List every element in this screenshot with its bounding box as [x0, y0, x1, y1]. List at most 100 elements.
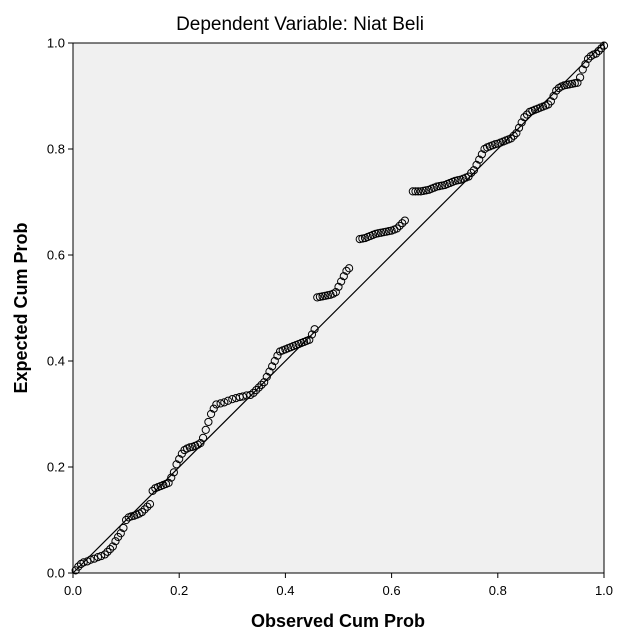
- data-point: [342, 266, 351, 275]
- data-point: [400, 216, 409, 225]
- data-point: [517, 118, 526, 127]
- y-tick-label: 0.2: [47, 460, 65, 475]
- data-point: [249, 388, 258, 397]
- data-point: [591, 49, 601, 58]
- data-point: [392, 224, 402, 233]
- data-point: [252, 386, 261, 395]
- data-point: [111, 537, 120, 546]
- data-point: [576, 73, 585, 82]
- x-tick-label: 0.4: [276, 583, 294, 598]
- data-point: [334, 282, 343, 291]
- data-point: [549, 91, 558, 101]
- data-point: [209, 404, 218, 413]
- data-point: [395, 221, 404, 230]
- data-point: [257, 380, 266, 389]
- data-point: [270, 356, 279, 366]
- data-point: [216, 399, 225, 408]
- data-point: [345, 264, 354, 273]
- data-point: [581, 60, 590, 69]
- data-point: [220, 398, 229, 407]
- data-point: [273, 351, 282, 360]
- x-tick-label: 0.2: [170, 583, 188, 598]
- data-point: [254, 383, 263, 392]
- data-point: [408, 187, 417, 196]
- x-axis-ticks: 0.0 0.2 0.4 0.6 0.8 1.0: [64, 573, 613, 598]
- data-point: [119, 523, 128, 533]
- data-point: [201, 425, 210, 434]
- data-point: [265, 367, 274, 376]
- data-point: [175, 454, 184, 464]
- data-point: [469, 166, 479, 175]
- data-point: [108, 542, 117, 551]
- data-point: [145, 500, 155, 509]
- data-point: [509, 131, 518, 140]
- x-tick-label: 0.0: [64, 583, 82, 598]
- data-point: [169, 468, 178, 477]
- data-points: [71, 41, 609, 575]
- data-point: [512, 129, 521, 138]
- data-point: [475, 155, 484, 164]
- data-point: [337, 277, 346, 286]
- data-point: [546, 97, 556, 106]
- data-point: [97, 551, 106, 561]
- x-tick-label: 1.0: [595, 583, 613, 598]
- data-point: [103, 547, 112, 556]
- y-axis-ticks: 0.0 0.2 0.4 0.6 0.8 1.0: [47, 36, 73, 581]
- data-point: [106, 545, 115, 554]
- y-tick-label: 0.0: [47, 566, 65, 581]
- data-point: [100, 550, 109, 559]
- data-point: [238, 392, 248, 401]
- reference-line-group: [72, 42, 605, 574]
- x-tick-label: 0.8: [489, 583, 507, 598]
- data-point: [140, 505, 149, 514]
- data-point: [414, 187, 423, 196]
- data-point: [90, 554, 99, 563]
- x-axis-label: Observed Cum Prob: [251, 611, 425, 631]
- data-point: [305, 335, 314, 344]
- data-point: [506, 134, 516, 143]
- data-point: [228, 395, 237, 404]
- data-point: [268, 362, 277, 371]
- data-point: [310, 325, 319, 334]
- y-tick-label: 0.6: [47, 248, 65, 263]
- data-point: [573, 78, 582, 87]
- data-point: [74, 562, 83, 571]
- data-point: [86, 555, 95, 564]
- data-point: [79, 558, 88, 567]
- data-point: [204, 417, 213, 427]
- data-point: [467, 168, 476, 177]
- data-point: [411, 187, 420, 196]
- data-point: [477, 150, 486, 159]
- data-point: [331, 288, 340, 297]
- y-tick-label: 0.8: [47, 142, 65, 157]
- data-point: [242, 391, 251, 400]
- data-point: [206, 409, 216, 419]
- data-point: [307, 330, 317, 339]
- data-point: [260, 378, 269, 387]
- data-point: [143, 502, 152, 511]
- y-tick-label: 0.4: [47, 354, 65, 369]
- data-point: [514, 123, 524, 132]
- data-point: [223, 396, 233, 405]
- y-axis-label: Expected Cum Prob: [11, 222, 31, 393]
- data-point: [597, 44, 606, 53]
- data-point: [398, 219, 407, 228]
- data-point: [172, 460, 181, 469]
- data-point: [212, 400, 221, 409]
- data-point: [578, 65, 587, 74]
- data-point: [262, 372, 271, 381]
- data-point: [164, 478, 173, 487]
- reference-line: [72, 42, 605, 574]
- data-point: [196, 439, 205, 448]
- data-point: [167, 473, 176, 482]
- x-tick-label: 0.6: [383, 583, 401, 598]
- data-point: [583, 54, 593, 64]
- data-point: [552, 86, 561, 95]
- data-point: [116, 529, 125, 538]
- data-point: [339, 272, 348, 281]
- data-point: [472, 160, 481, 169]
- chart-title: Dependent Variable: Niat Beli: [176, 14, 424, 35]
- data-point: [137, 507, 147, 517]
